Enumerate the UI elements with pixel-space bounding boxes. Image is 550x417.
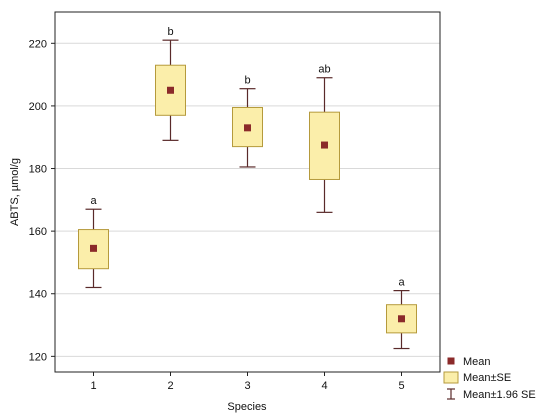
mean-marker bbox=[90, 244, 97, 252]
significance-label: a bbox=[90, 195, 97, 207]
y-tick-label: 160 bbox=[29, 226, 47, 238]
y-tick-label: 140 bbox=[29, 289, 47, 301]
legend-label: Mean±1.96 SE bbox=[463, 389, 536, 401]
x-axis-title: Species bbox=[227, 401, 267, 413]
significance-label: b bbox=[244, 75, 250, 87]
mean-marker bbox=[167, 86, 174, 94]
x-tick-label: 3 bbox=[244, 380, 250, 392]
significance-label: a bbox=[398, 277, 405, 289]
y-tick-label: 200 bbox=[29, 101, 47, 113]
significance-label: b bbox=[167, 26, 173, 38]
x-tick-label: 2 bbox=[167, 380, 173, 392]
x-tick-label: 4 bbox=[321, 380, 327, 392]
mean-marker bbox=[244, 124, 251, 132]
x-tick-label: 1 bbox=[90, 380, 96, 392]
axes: 120 140 160 180 200 220 1 2 3 4 5 bbox=[29, 38, 405, 392]
y-tick-label: 220 bbox=[29, 38, 47, 50]
se-box bbox=[78, 229, 109, 270]
legend-mean-icon bbox=[447, 357, 455, 365]
y-tick-label: 120 bbox=[29, 351, 47, 363]
legend: Mean Mean±SE Mean±1.96 SE bbox=[443, 356, 536, 401]
x-tick-label: 5 bbox=[398, 380, 404, 392]
legend-se-icon bbox=[443, 371, 459, 384]
mean-marker bbox=[321, 141, 328, 149]
legend-label: Mean±SE bbox=[463, 372, 511, 384]
plot-frame bbox=[54, 11, 441, 373]
y-axis-title: ABTS, µmol/g bbox=[9, 158, 21, 226]
significance-label: ab bbox=[318, 64, 330, 76]
legend-label: Mean bbox=[463, 356, 491, 368]
mean-marker bbox=[398, 315, 405, 323]
y-tick-label: 180 bbox=[29, 164, 47, 176]
